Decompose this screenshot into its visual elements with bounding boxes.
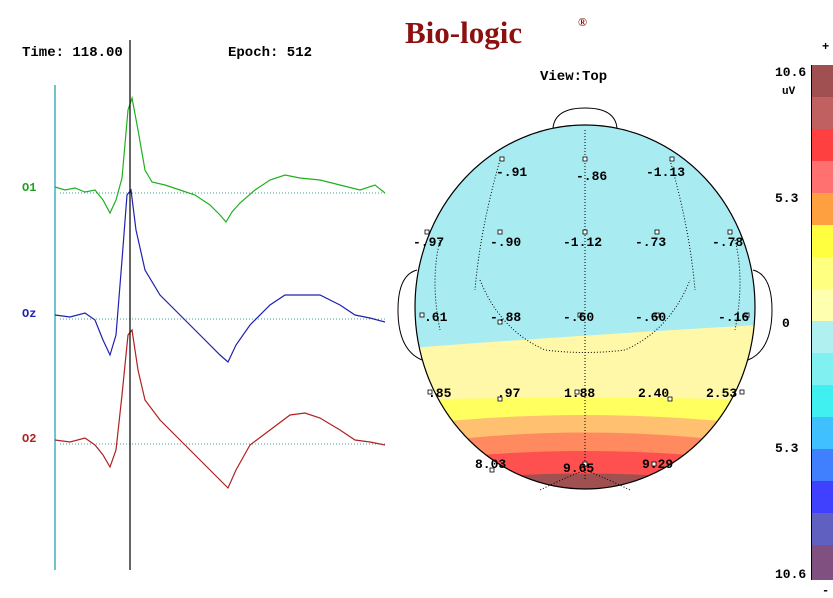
scale-label: 5.3 (775, 441, 799, 456)
marker (427, 389, 433, 395)
marker (654, 229, 660, 235)
electrode-value: -.60 (563, 310, 594, 325)
swatch (812, 449, 833, 481)
electrode-value: 9.29 (642, 457, 673, 472)
scale-unit: uV (782, 86, 796, 98)
swatch (812, 65, 833, 97)
electrode-value: 2.40 (638, 386, 669, 401)
scale-label: 5.3 (775, 191, 799, 206)
electrode-value: -.97 (413, 235, 444, 250)
marker (582, 229, 588, 235)
marker (651, 461, 657, 467)
electrode-value: 8.03 (475, 457, 506, 472)
marker (499, 156, 505, 162)
waveform-o1 (54, 95, 386, 224)
swatch (812, 161, 833, 193)
electrode-value: -.78 (712, 235, 743, 250)
marker (582, 156, 588, 162)
electrode-value: -1.12 (563, 235, 602, 250)
contour (539, 130, 631, 491)
marker (574, 389, 580, 395)
scale-sign: - (822, 584, 829, 598)
electrode-value: .61 (424, 310, 448, 325)
swatch (812, 385, 833, 417)
electrode-value: -.91 (496, 165, 527, 180)
electrode-value: 9.65 (563, 461, 594, 476)
scale-label: 10.6 (775, 65, 806, 80)
swatch (812, 193, 833, 225)
electrode-value: -.86 (576, 169, 607, 184)
swatch (812, 321, 833, 353)
electrode-value: -1.13 (646, 165, 685, 180)
waveform-o2 (54, 328, 386, 490)
swatch (812, 513, 833, 545)
scale-sign: + (822, 40, 829, 54)
marker (739, 389, 745, 395)
electrode-value: -.90 (490, 235, 521, 250)
electrode-value: 2.53 (706, 386, 737, 401)
electrode-value: -.16 (718, 310, 749, 325)
marker (727, 229, 733, 235)
swatch (812, 257, 833, 289)
marker (497, 396, 503, 402)
swatch (812, 353, 833, 385)
electrode-value: -.73 (635, 235, 666, 250)
channel-label: Oz (22, 307, 36, 321)
contour (479, 279, 691, 353)
electrode-value: 1.88 (564, 386, 595, 401)
swatch (812, 545, 833, 580)
marker (497, 229, 503, 235)
brand-mark: ® (578, 15, 587, 29)
swatch (812, 417, 833, 449)
marker (577, 312, 583, 318)
scale-label: 10.6 (775, 567, 806, 582)
marker (744, 312, 750, 318)
waveform-panel: O1 Oz O2 (22, 40, 386, 570)
electrode-value: -.88 (490, 310, 521, 325)
view-label: View:Top (540, 69, 607, 85)
swatch (812, 225, 833, 257)
marker (497, 319, 503, 325)
channel-label: O1 (22, 181, 36, 195)
contour (434, 159, 741, 331)
swatch (812, 289, 833, 321)
color-scale: + 10.6 uV 5.3 0 5.3 10.6 - (775, 40, 833, 598)
electrode-value: .97 (497, 386, 520, 401)
swatch (812, 97, 833, 129)
waveform-oz (54, 188, 386, 363)
time-label: Time: 118.00 (22, 45, 123, 61)
marker (669, 156, 675, 162)
scale-label: 0 (782, 316, 790, 331)
swatch (812, 129, 833, 161)
marker (582, 461, 588, 467)
nose (552, 107, 618, 129)
marker (489, 467, 495, 473)
channel-label: O2 (22, 432, 36, 446)
swatch (812, 481, 833, 513)
marker (667, 396, 673, 402)
electrode-value: .85 (428, 386, 452, 401)
brand-title: Bio-logic (405, 15, 522, 50)
marker (424, 229, 430, 235)
marker (419, 312, 425, 318)
head-outline (414, 124, 756, 490)
epoch-label: Epoch: 512 (228, 45, 312, 61)
electrode-markers (419, 156, 750, 473)
electrode-value: -.60 (635, 310, 666, 325)
marker (654, 312, 660, 318)
